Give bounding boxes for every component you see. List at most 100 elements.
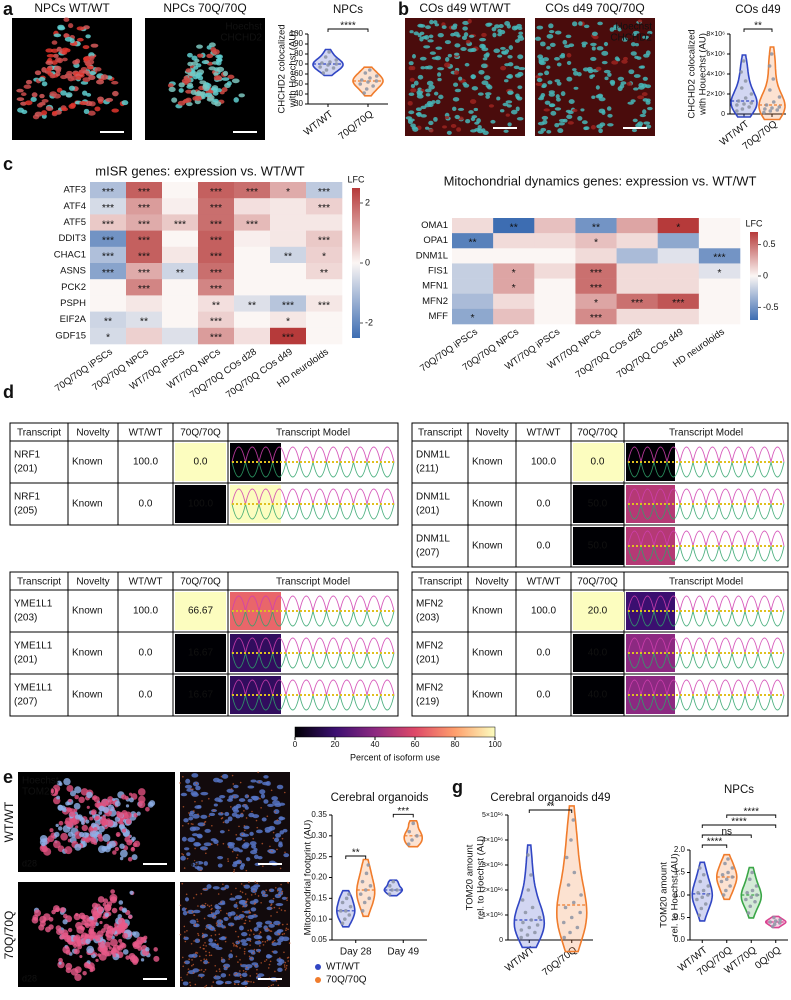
header-label: WT/WT [129, 577, 163, 588]
data-point [721, 893, 726, 897]
significance-label: *** [138, 283, 150, 295]
speck [204, 902, 207, 905]
tissue-speck [66, 784, 74, 792]
speck [245, 869, 248, 872]
data-point [695, 897, 699, 902]
cell [470, 129, 477, 133]
splice-arc [231, 679, 395, 696]
speck [182, 965, 185, 968]
heatmap-cell [306, 263, 343, 280]
data-point [321, 71, 326, 75]
cell [517, 85, 523, 90]
cell [435, 99, 441, 105]
cell [239, 813, 244, 818]
speck [205, 945, 207, 947]
header-label: 70Q/70Q [180, 428, 221, 439]
heatmap-cell [306, 198, 343, 215]
speck [214, 929, 216, 932]
tissue-speck [49, 828, 54, 833]
cell [194, 805, 202, 809]
heatmap-cell [534, 293, 576, 310]
data-point [768, 920, 772, 924]
speck [243, 948, 246, 950]
splice-arc [231, 652, 395, 669]
speck [233, 943, 235, 946]
speck [256, 826, 259, 829]
cell [168, 86, 176, 93]
y-tick-label: 1×10¹⁶ [482, 912, 503, 919]
speck [214, 934, 217, 936]
cell [429, 51, 436, 55]
heatmap-cell [162, 327, 199, 345]
speck [255, 949, 258, 951]
heatmap-cell [616, 308, 659, 325]
heatmap-cell [126, 295, 163, 312]
cell [213, 975, 222, 980]
tissue-speck [104, 941, 111, 948]
speck [181, 824, 184, 827]
tissue-speck [114, 800, 121, 807]
cell [544, 70, 550, 76]
cell [182, 981, 189, 986]
cell [645, 124, 652, 129]
data-point [735, 103, 739, 107]
data-point [320, 61, 324, 65]
speck [236, 945, 238, 948]
speck [239, 890, 242, 893]
cell [560, 91, 566, 97]
cell [633, 30, 640, 35]
cell [240, 981, 249, 986]
speck [191, 911, 194, 913]
speck [179, 904, 182, 907]
speck [200, 892, 203, 895]
cell [184, 897, 189, 902]
speck [205, 888, 208, 890]
speck [244, 922, 246, 925]
heatmap-cell [657, 278, 700, 295]
tissue-speck [73, 913, 81, 921]
cell [228, 953, 234, 959]
cell [437, 77, 442, 82]
cell [181, 836, 187, 842]
cell [424, 88, 432, 93]
data-point [720, 872, 725, 877]
table-cell [67, 440, 119, 484]
speck [181, 956, 184, 959]
cell [244, 806, 249, 810]
cell [278, 816, 284, 821]
cell [25, 79, 33, 85]
y-axis-label: CHCHD2 colocalized [687, 29, 698, 118]
percent-cell [573, 485, 624, 523]
significance-label: **** [707, 837, 723, 848]
cell [413, 31, 419, 36]
y-tick-label: 0.25 [311, 852, 327, 861]
cell [428, 84, 435, 90]
header-label: WT/WT [527, 428, 561, 439]
tissue-speck [61, 932, 69, 940]
cell [199, 846, 208, 851]
percent-value: 100.0 [133, 457, 158, 468]
heatmap-cell [452, 263, 494, 279]
speck [197, 905, 199, 907]
heatmap-cell [493, 278, 535, 295]
heatmap-cell [616, 248, 659, 264]
heatmap-cell [198, 279, 235, 296]
table-cell [117, 589, 174, 633]
transcript-id: (211) [416, 464, 439, 475]
image-background [145, 18, 265, 140]
cell [53, 33, 62, 38]
data-point [564, 855, 569, 860]
cell [630, 51, 637, 56]
splice-arc [627, 679, 785, 696]
speck [268, 850, 271, 852]
speck [198, 969, 201, 972]
cell [199, 80, 207, 85]
cell [89, 71, 97, 76]
speck [225, 982, 227, 985]
cell [504, 21, 511, 26]
significance-label: ** [104, 315, 112, 327]
cell [61, 107, 69, 112]
cell [226, 81, 232, 86]
panel-label: e [3, 767, 13, 787]
tissue-speck [125, 955, 130, 960]
